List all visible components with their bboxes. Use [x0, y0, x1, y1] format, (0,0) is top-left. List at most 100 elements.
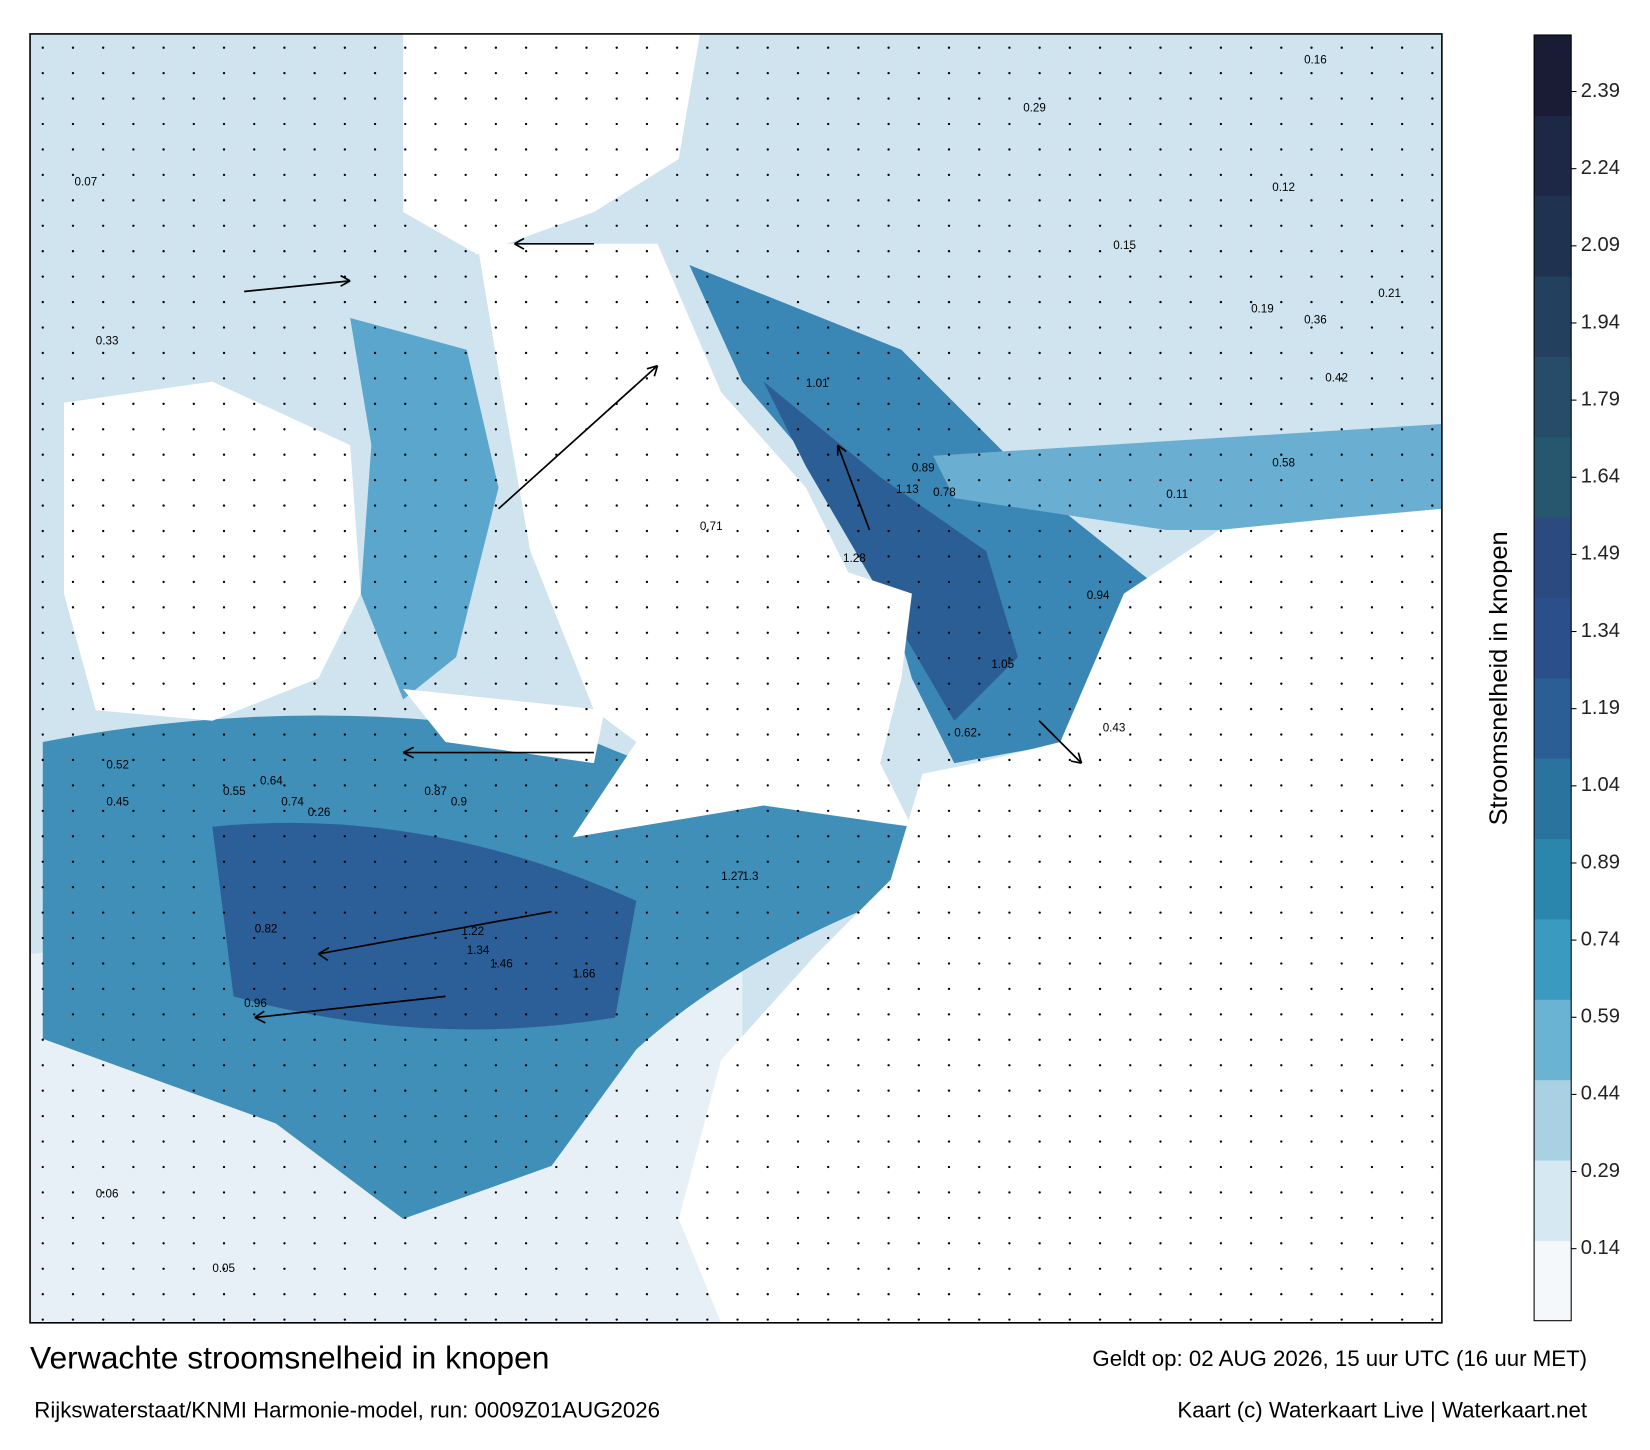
- current-arrows: [244, 237, 1083, 1024]
- grid-dot: [313, 682, 316, 685]
- grid-dot: [464, 529, 467, 533]
- grid-dot: [1189, 46, 1192, 49]
- grid-dot: [917, 758, 920, 762]
- grid-dot: [1280, 1064, 1283, 1067]
- grid-dot: [1280, 529, 1283, 533]
- grid-dot: [766, 1140, 769, 1143]
- grid-dot: [675, 1267, 679, 1270]
- grid-dot: [71, 1216, 75, 1220]
- grid-dot: [736, 402, 739, 406]
- grid-dot: [464, 835, 467, 838]
- grid-dot: [917, 835, 920, 838]
- grid-dot: [1280, 1216, 1283, 1220]
- grid-dot: [615, 1293, 618, 1296]
- grid-dot: [1249, 122, 1253, 126]
- grid-dot: [645, 707, 649, 711]
- grid-dot: [1008, 377, 1011, 380]
- grid-dot: [102, 478, 105, 482]
- grid-dot: [464, 275, 467, 278]
- grid-dot: [645, 987, 649, 991]
- grid-dot: [736, 860, 739, 863]
- grid-dot: [978, 46, 981, 49]
- map-value-label: 0.71: [700, 520, 723, 533]
- grid-dot: [1431, 46, 1434, 49]
- grid-dot: [373, 478, 377, 482]
- grid-dot: [706, 148, 709, 151]
- grid-dot: [1400, 835, 1404, 838]
- grid-dot: [162, 886, 165, 889]
- grid-dot: [857, 1089, 860, 1092]
- grid-dot: [796, 1318, 800, 1321]
- grid-dot: [645, 657, 649, 660]
- grid-dot: [71, 1242, 75, 1245]
- grid-dot: [1431, 97, 1434, 100]
- grid-dot: [313, 46, 316, 49]
- grid-dot: [947, 377, 951, 380]
- grid-dot: [373, 250, 377, 253]
- grid-dot: [373, 606, 377, 609]
- grid-dot: [706, 809, 709, 813]
- grid-dot: [1400, 886, 1404, 889]
- grid-dot: [615, 71, 618, 75]
- grid-dot: [343, 911, 347, 914]
- grid-dot: [464, 402, 467, 406]
- grid-dot: [313, 173, 316, 177]
- grid-dot: [71, 122, 75, 126]
- map-value-label: 1.27: [721, 870, 744, 883]
- grid-dot: [555, 326, 558, 329]
- grid-dot: [1370, 631, 1374, 634]
- grid-dot: [1310, 224, 1313, 227]
- grid-dot: [162, 707, 165, 711]
- grid-dot: [1370, 173, 1374, 177]
- grid-dot: [1038, 860, 1041, 863]
- grid-dot: [1038, 1216, 1041, 1220]
- grid-dot: [615, 1191, 618, 1194]
- grid-dot: [857, 936, 860, 940]
- map-value-label: 0.89: [912, 462, 935, 475]
- grid-dot: [71, 529, 75, 533]
- grid-dot: [1068, 529, 1072, 533]
- grid-dot: [162, 758, 165, 762]
- grid-dot: [1400, 173, 1404, 177]
- grid-dot: [162, 224, 165, 227]
- grid-dot: [947, 199, 951, 202]
- grid-dot: [192, 428, 195, 431]
- grid-dot: [71, 71, 75, 75]
- grid-dot: [162, 428, 165, 431]
- grid-dot: [1219, 784, 1223, 787]
- grid-dot: [1431, 71, 1434, 75]
- grid-dot: [132, 987, 135, 991]
- grid-dot: [1431, 1064, 1434, 1067]
- grid-dot: [827, 46, 830, 49]
- grid-dot: [162, 1242, 165, 1245]
- grid-dot: [1431, 631, 1434, 634]
- grid-dot: [1098, 504, 1102, 507]
- grid-dot: [585, 606, 588, 609]
- grid-dot: [1129, 784, 1132, 787]
- grid-dot: [615, 300, 618, 304]
- grid-dot: [524, 300, 528, 304]
- grid-dot: [675, 962, 679, 965]
- grid-dot: [283, 555, 286, 558]
- grid-dot: [434, 657, 437, 660]
- grid-dot: [1340, 580, 1343, 584]
- grid-dot: [857, 580, 860, 584]
- grid-dot: [1280, 453, 1283, 456]
- grid-dot: [706, 71, 709, 75]
- grid-dot: [162, 962, 165, 965]
- grid-dot: [222, 835, 226, 838]
- grid-dot: [524, 1013, 528, 1016]
- grid-dot: [1370, 504, 1374, 507]
- grid-dot: [1008, 97, 1011, 100]
- grid-dot: [706, 987, 709, 991]
- grid-dot: [1249, 911, 1253, 914]
- grid-dot: [645, 1064, 649, 1067]
- grid-dot: [1098, 1216, 1102, 1220]
- grid-dot: [1068, 657, 1072, 660]
- grid-dot: [585, 835, 588, 838]
- grid-dot: [313, 224, 316, 227]
- grid-dot: [1400, 657, 1404, 660]
- grid-dot: [645, 962, 649, 965]
- grid-dot: [857, 275, 860, 278]
- model-source: Rijkswaterstaat/KNMI Harmonie-model, run…: [34, 1398, 660, 1423]
